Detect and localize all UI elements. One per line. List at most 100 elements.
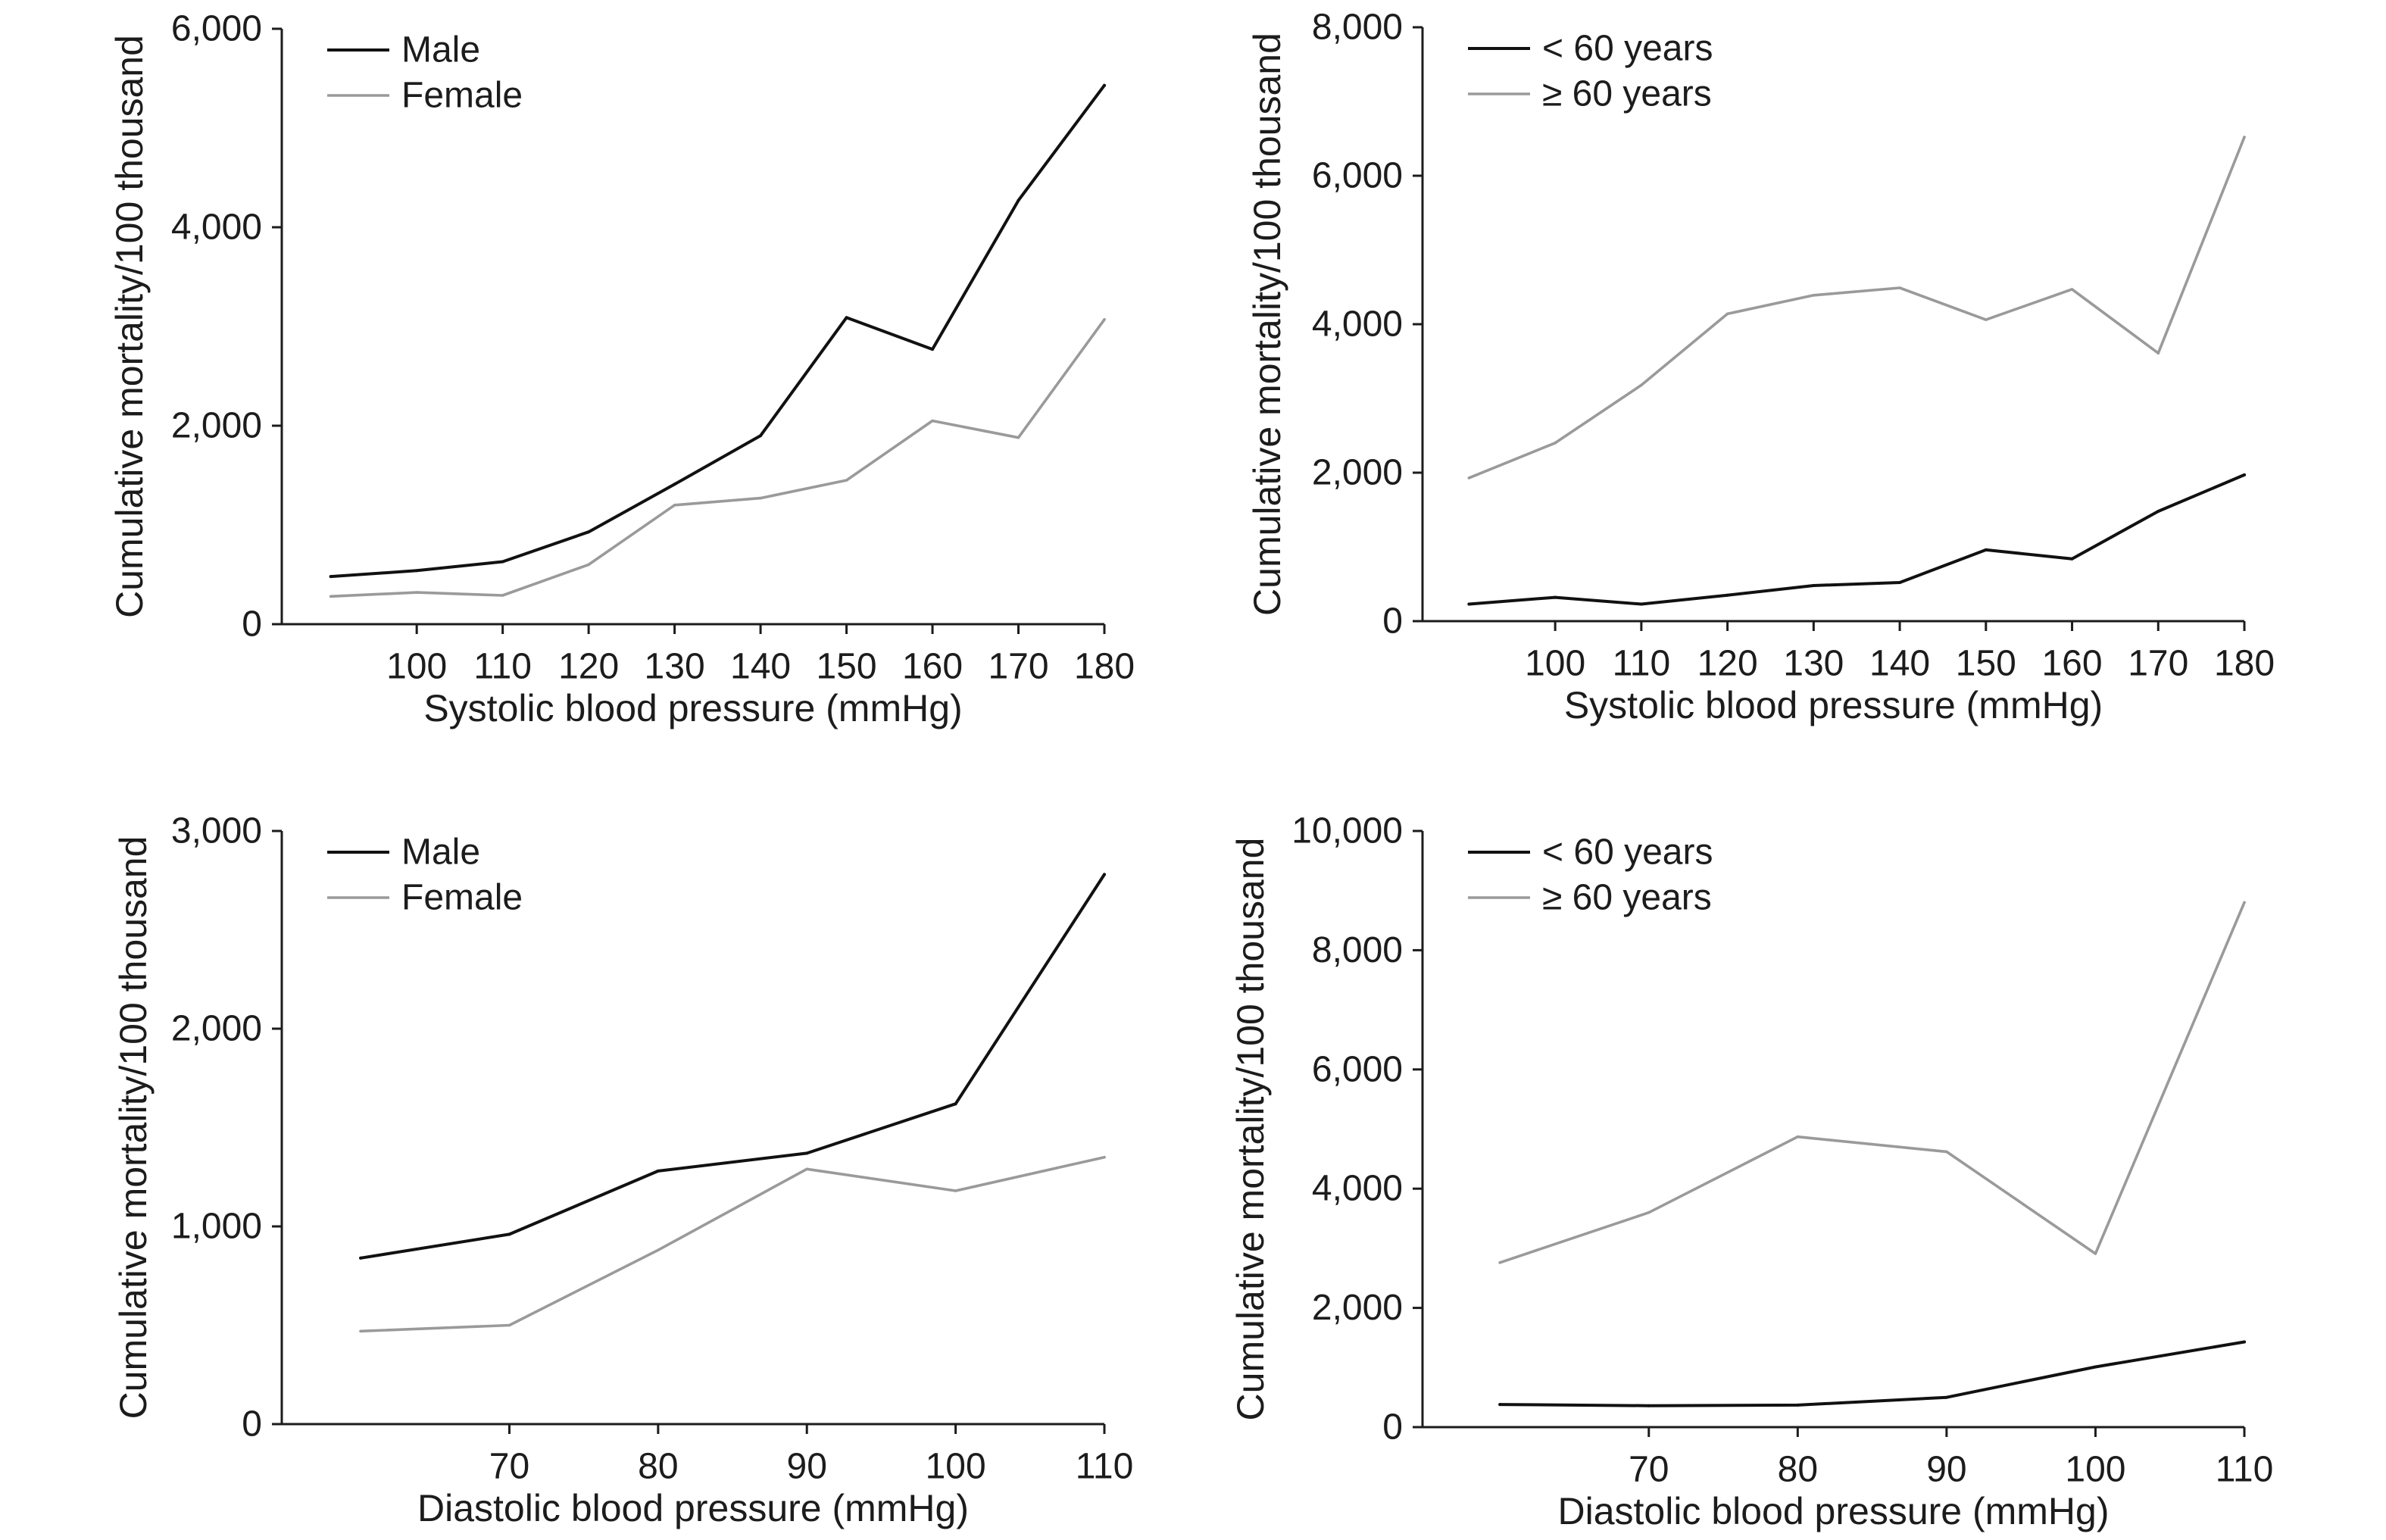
legend-label-male: Male <box>401 30 480 70</box>
data-point-male <box>656 1169 660 1173</box>
data-point-male <box>1017 198 1020 202</box>
y-tick-label: 4,000 <box>1312 305 1403 345</box>
x-axis-title: Diastolic blood pressure (mmHg) <box>1557 1490 2109 1532</box>
y-axis-title: Cumulative mortality/100 thousand <box>1229 838 1272 1421</box>
x-axis: 70 80 90 100 110 <box>1423 1426 2274 1490</box>
data-point-under-60-years <box>1467 602 1471 606</box>
data-point-at-least-60-years <box>1725 312 1729 316</box>
y-tick-label: 6,000 <box>171 9 262 49</box>
x-tick-label: 110 <box>2216 1450 2274 1490</box>
legend: < 60 years ≥ 60 years <box>1468 832 1713 918</box>
data-point-under-60-years <box>1639 602 1643 606</box>
x-tick-label: 160 <box>2041 644 2102 684</box>
y-axis: 0 2,000 4,000 6,000 8,000 10,000 <box>1291 811 1424 1448</box>
x-tick-label: 70 <box>1629 1450 1669 1490</box>
y-tick-label: 8,000 <box>1312 930 1403 970</box>
data-point-at-least-60-years <box>1985 318 1988 321</box>
y-tick-label: 4,000 <box>171 208 262 248</box>
y-tick-label: 8,000 <box>1312 8 1403 48</box>
x-axis-title: Systolic blood pressure (mmHg) <box>423 687 962 729</box>
legend: Male Female <box>327 30 523 116</box>
data-point-under-60-years <box>1898 581 1902 584</box>
data-point-female <box>954 1189 957 1192</box>
x-axis-title: Diastolic blood pressure (mmHg) <box>417 1487 969 1529</box>
legend-item-male: Male <box>327 30 480 70</box>
data-point-female <box>415 591 418 594</box>
data-point-under-60-years <box>1984 548 1988 551</box>
data-point-under-60-years <box>2094 1365 2097 1369</box>
x-tick-label: 100 <box>2065 1450 2125 1490</box>
legend-item-female: Female <box>327 76 523 116</box>
data-point-male <box>759 434 763 438</box>
data-point-female <box>1103 1155 1106 1159</box>
x-tick-label: 140 <box>730 647 791 687</box>
x-tick-label: 170 <box>988 647 1048 687</box>
series-under-60-years <box>1498 1340 2246 1407</box>
data-point-under-60-years <box>1725 593 1729 597</box>
data-point-at-least-60-years <box>1647 1210 1651 1214</box>
y-tick-label: 6,000 <box>1312 1049 1403 1089</box>
legend-label-at-least-60-years: ≥ 60 years <box>1542 74 1712 114</box>
x-tick-label: 170 <box>2128 644 2188 684</box>
x-tick-label: 130 <box>1783 644 1844 684</box>
y-axis: 0 1,000 2,000 3,000 <box>171 811 283 1445</box>
x-tick-label: 70 <box>489 1447 529 1487</box>
x-tick-label: 100 <box>1525 644 1585 684</box>
y-axis-title: Cumulative mortality/100 thousand <box>108 35 151 618</box>
data-point-male <box>359 1256 363 1260</box>
data-point-at-least-60-years <box>2094 1252 2097 1255</box>
x-tick-label: 100 <box>926 1447 986 1487</box>
data-point-at-least-60-years <box>1945 1150 1948 1154</box>
data-point-female <box>673 504 676 507</box>
x-tick-label: 90 <box>1926 1450 1966 1490</box>
series-line-female <box>359 1155 1106 1333</box>
data-point-at-least-60-years <box>1467 476 1471 479</box>
legend: Male Female <box>327 832 523 918</box>
y-tick-label: 2,000 <box>171 1009 262 1049</box>
series-female <box>359 1155 1106 1333</box>
series-male <box>329 83 1106 579</box>
data-point-male <box>931 348 934 351</box>
data-point-female <box>501 594 504 597</box>
data-point-at-least-60-years <box>2070 288 2074 291</box>
data-point-under-60-years <box>2156 510 2160 513</box>
y-axis: 0 2,000 4,000 6,000 8,000 <box>1312 8 1424 642</box>
x-tick-label: 80 <box>638 1447 678 1487</box>
data-point-at-least-60-years <box>1898 286 1901 289</box>
data-point-at-least-60-years <box>1498 1261 1501 1264</box>
y-tick-label: 0 <box>1382 1407 1403 1448</box>
y-tick-label: 3,000 <box>171 811 262 851</box>
legend-label-at-least-60-years: ≥ 60 years <box>1542 878 1712 918</box>
y-tick-label: 4,000 <box>1312 1169 1403 1209</box>
data-point-female <box>329 595 333 598</box>
legend-label-under-60-years: < 60 years <box>1542 29 1713 69</box>
data-point-under-60-years <box>1796 1403 1800 1407</box>
legend-label-female: Female <box>401 878 523 918</box>
legend-label-under-60-years: < 60 years <box>1542 832 1713 873</box>
data-point-at-least-60-years <box>1812 294 1816 297</box>
x-tick-label: 80 <box>1778 1450 1818 1490</box>
data-point-female <box>587 563 590 567</box>
data-point-female <box>845 479 848 482</box>
y-tick-label: 0 <box>242 604 262 645</box>
series-line-male <box>359 873 1106 1260</box>
data-point-under-60-years <box>1554 595 1557 599</box>
y-axis-title: Cumulative mortality/100 thousand <box>112 836 155 1420</box>
data-point-female <box>1103 318 1106 321</box>
x-tick-label: 150 <box>817 647 877 687</box>
panel-systolic-by-sex: 0 2,000 4,000 6,000 100 110 120 130 140 150 160 170… <box>108 9 1135 730</box>
x-tick-label: 140 <box>1869 644 1930 684</box>
data-point-male <box>845 316 848 320</box>
data-point-male <box>507 1232 511 1236</box>
x-tick-label: 110 <box>473 647 532 687</box>
data-point-male <box>329 575 333 579</box>
data-point-female <box>657 1248 660 1252</box>
series-line-at-least-60-years <box>1498 901 2246 1264</box>
data-point-under-60-years <box>2243 1340 2246 1344</box>
data-point-female <box>507 1323 511 1327</box>
series-under-60-years <box>1467 473 2246 606</box>
series-male <box>359 873 1106 1260</box>
